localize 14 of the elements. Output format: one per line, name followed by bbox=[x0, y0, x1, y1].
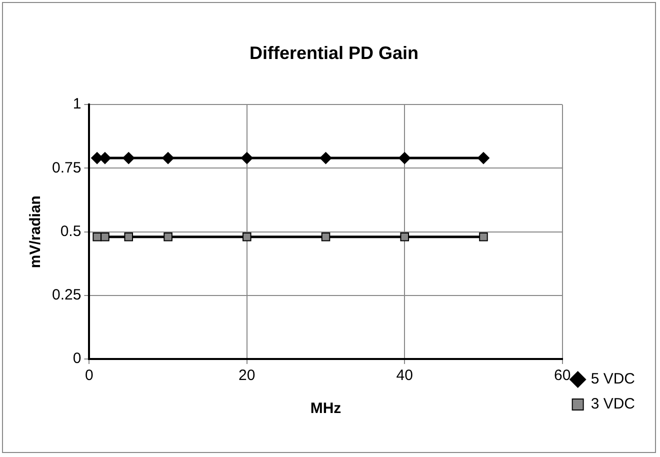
y-tick-label: 1 bbox=[72, 96, 82, 113]
x-tick-label: 60 bbox=[554, 367, 571, 384]
chart-title: Differential PD Gain bbox=[249, 42, 419, 63]
y-tick-label: 0.25 bbox=[52, 286, 82, 304]
x-tick-label: 40 bbox=[396, 367, 413, 384]
y-tick-label: 0 bbox=[72, 350, 82, 368]
legend-label: 3 VDC bbox=[590, 396, 636, 413]
y-tick-label: 0.5 bbox=[60, 222, 82, 240]
x-tick-label: 0 bbox=[85, 367, 94, 384]
y-tick-label: 0.75 bbox=[52, 159, 82, 176]
y-axis-title: mV/radian bbox=[27, 196, 44, 268]
x-tick-label: 20 bbox=[238, 367, 256, 384]
x-axis-title: MHz bbox=[310, 400, 342, 418]
legend-label: 5 VDC bbox=[590, 370, 636, 388]
